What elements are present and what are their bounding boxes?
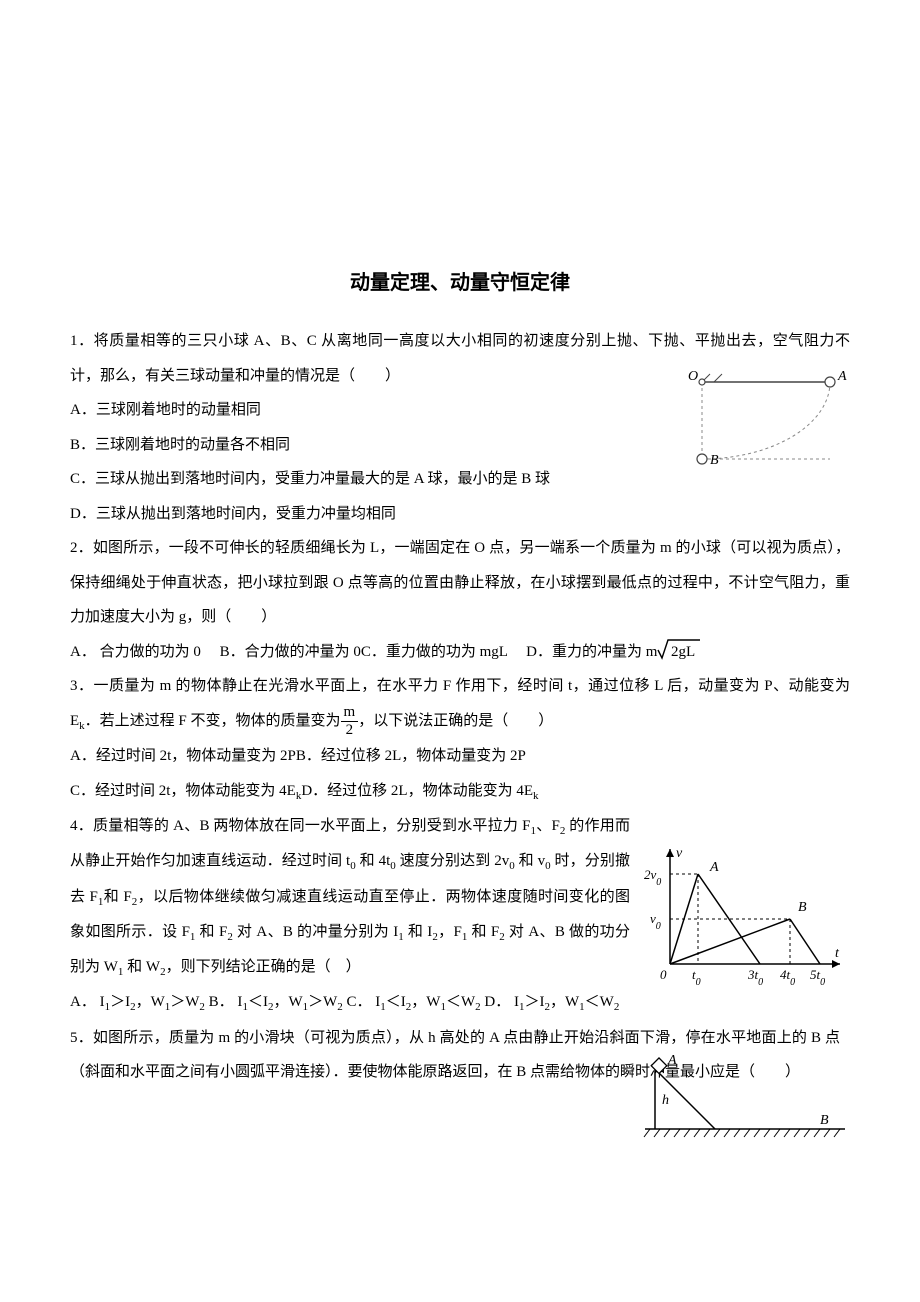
vt-4t0: 4t0 [780, 967, 795, 988]
question-4: v t A B 2v0 v0 0 t0 3t0 4t0 5t0 4．质量相等的 … [70, 809, 850, 1021]
slope-label-B: B [820, 1113, 829, 1128]
vt-t0: t0 [692, 967, 701, 988]
q3-optsCD: C．经过时间 2t，物体动能变为 4EkD．经过位移 2L，物体动能变为 4Ek [70, 774, 850, 809]
q1-optD: D．三球从抛出到落地时间内，受重力冲量均相同 [70, 497, 850, 532]
vt-axis-t: t [835, 946, 840, 961]
fraction-m-over-2: m2 [341, 704, 359, 738]
page-title: 动量定理、动量守恒定律 [70, 260, 850, 306]
vt-label-A: A [709, 860, 719, 875]
figure-slope: h A B [640, 1049, 850, 1144]
vt-label-B: B [798, 900, 807, 915]
q3-optsAB: A．经过时间 2t，物体动量变为 2PB．经过位移 2L，物体动量变为 2P [70, 739, 850, 774]
question-5: h A B 5．如图所示，质量为 m 的小滑块（可视为质点），从 h 高处的 A… [70, 1021, 850, 1090]
vt-2v0: 2v0 [644, 867, 661, 888]
q4-options: A． I1＞I2，W1＞W2 B． I1＜I2，W1＞W2 C． I1＜I2，W… [70, 985, 850, 1020]
vt-v0: v0 [650, 911, 661, 932]
vt-origin: 0 [660, 967, 667, 982]
vt-axis-v: v [676, 846, 683, 861]
q2-options: A． 合力做的功为 0 B．合力做的冲量为 0C．重力做的功为 mgL D．重力… [70, 635, 850, 670]
q3-stem: 3．一质量为 m 的物体静止在光滑水平面上，在水平力 F 作用下，经时间 t，通… [70, 669, 850, 739]
vt-5t0: 5t0 [810, 967, 825, 988]
radical-2gL: 2gL [657, 635, 701, 670]
q2-optB: B．合力做的冲量为 0 [220, 644, 361, 660]
figure-vt-graph: v t A B 2v0 v0 0 t0 3t0 4t0 5t0 [640, 839, 850, 989]
question-1: 1．将质量相等的三只小球 A、B、C 从离地同一高度以大小相同的初速度分别上抛、… [70, 324, 850, 531]
pendulum-label-A: A [837, 369, 847, 384]
q2-optC: C．重力做的功为 mgL [361, 644, 508, 660]
question-3: 3．一质量为 m 的物体静止在光滑水平面上，在水平力 F 作用下，经时间 t，通… [70, 669, 850, 809]
pendulum-label-B: B [710, 453, 719, 468]
slope-label-h: h [662, 1093, 669, 1108]
q2-optA: A． 合力做的功为 0 [70, 644, 201, 660]
q2-optD: D．重力的冲量为 m [526, 644, 657, 660]
svg-text:2gL: 2gL [671, 644, 695, 660]
vt-3t0: 3t0 [747, 967, 763, 988]
figure-pendulum: O A B [680, 364, 850, 474]
question-2: 2．如图所示，一段不可伸长的轻质细绳长为 L，一端固定在 O 点，另一端系一个质… [70, 531, 850, 669]
pendulum-label-O: O [688, 369, 698, 384]
slope-label-A: A [667, 1053, 677, 1068]
q2-stem: 2．如图所示，一段不可伸长的轻质细绳长为 L，一端固定在 O 点，另一端系一个质… [70, 531, 850, 635]
